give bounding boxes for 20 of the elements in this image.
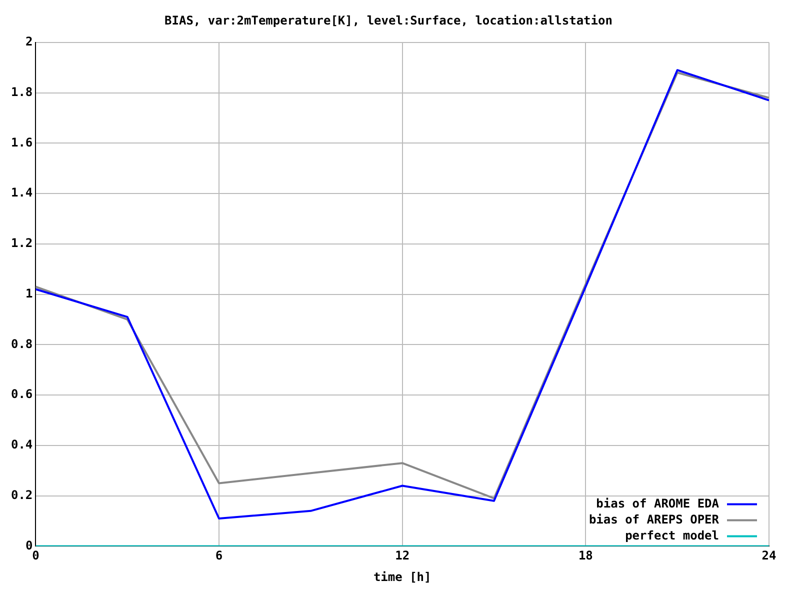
x-tick-label: 24 bbox=[762, 548, 776, 563]
y-tick-label: 0.6 bbox=[10, 387, 33, 402]
y-tick-label: 1.4 bbox=[10, 186, 33, 200]
y-tick-label: 0.8 bbox=[10, 336, 33, 351]
x-axis-title: time [h] bbox=[373, 570, 432, 584]
y-tick-label: 0 bbox=[25, 538, 33, 552]
y-tick-label: 0.4 bbox=[10, 438, 33, 452]
y-tick-label: 1.2 bbox=[10, 236, 33, 250]
legend-label: bias of AROME EDA bbox=[596, 496, 720, 510]
legend-label: bias of AREPS OPER bbox=[588, 512, 720, 526]
y-tick-label: 1.6 bbox=[10, 135, 33, 150]
y-tick-label: 2 bbox=[25, 34, 33, 49]
x-tick-label: 6 bbox=[215, 548, 223, 563]
y-tick-label: 0.2 bbox=[10, 488, 33, 502]
y-tick-label: 1 bbox=[25, 286, 33, 300]
y-tick-label: 1.8 bbox=[10, 84, 33, 99]
chart-title: BIAS, var:2mTemperature[K], level:Surface, location:allstation bbox=[164, 13, 612, 28]
x-tick-label: 12 bbox=[395, 548, 410, 563]
legend-label: perfect model bbox=[625, 528, 719, 542]
x-tick-label: 18 bbox=[578, 548, 593, 563]
